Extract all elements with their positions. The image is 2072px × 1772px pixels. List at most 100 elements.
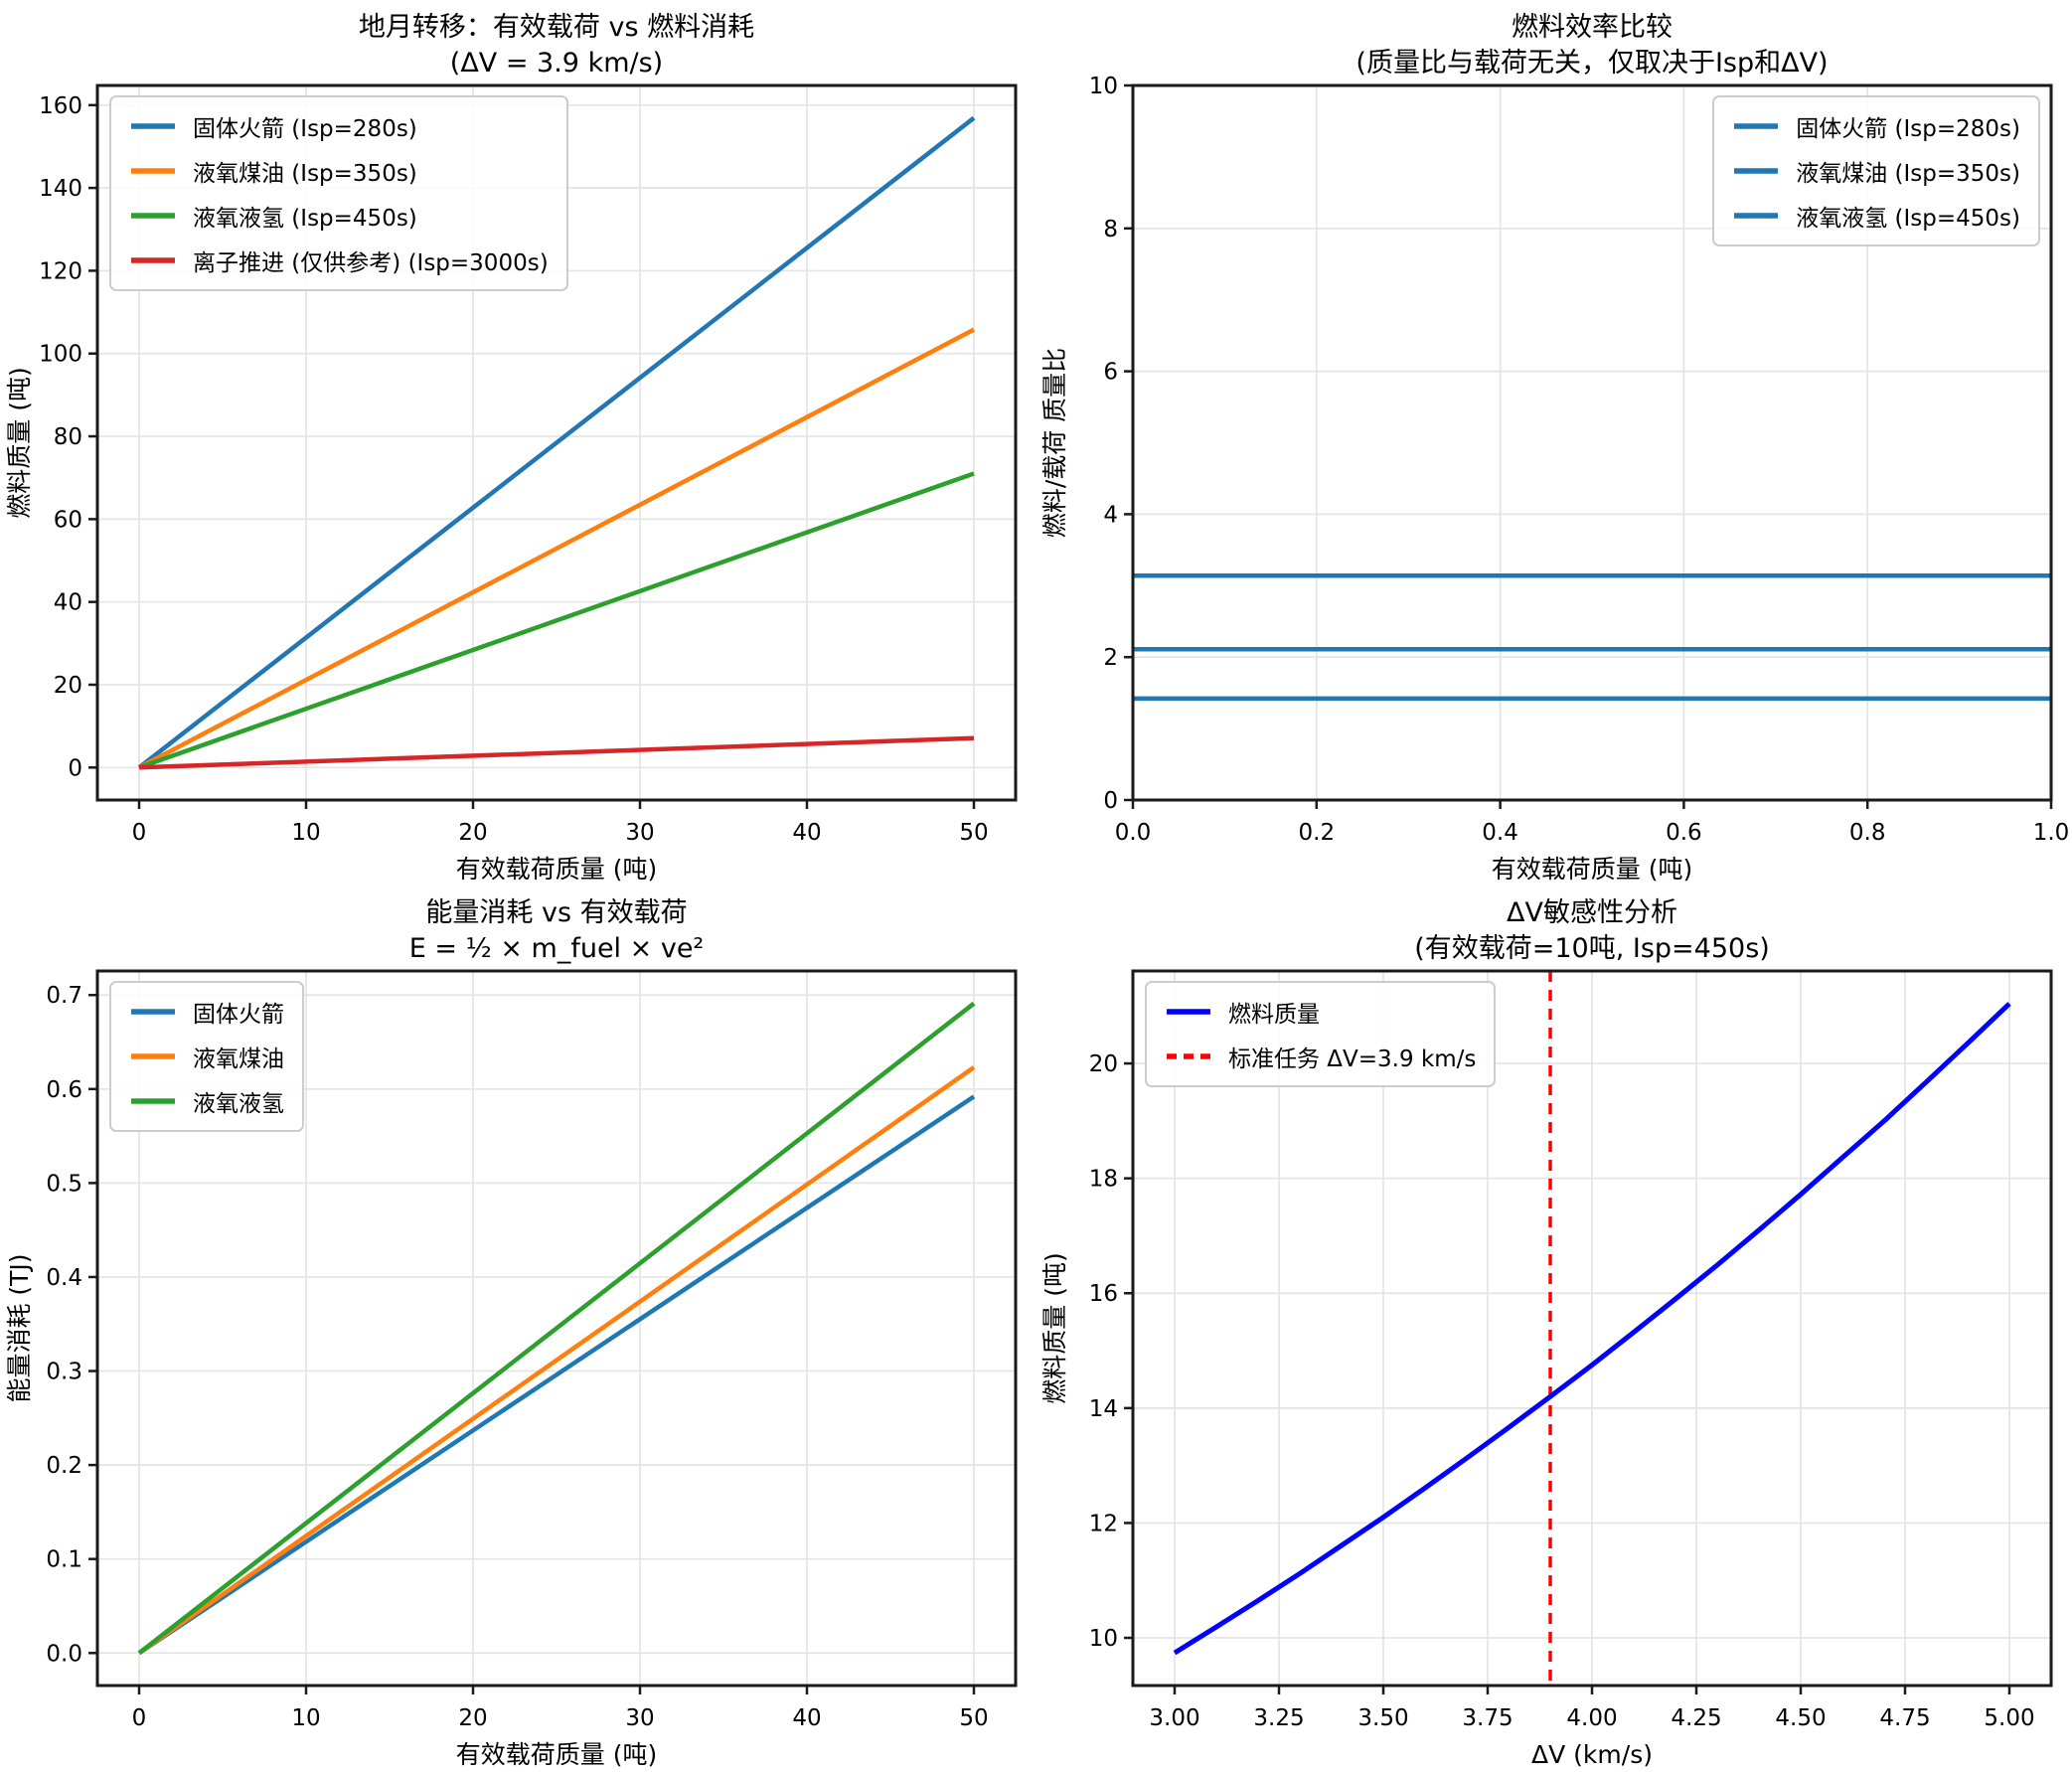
legend-item: 固体火箭 (129, 995, 284, 1029)
chart-title-block: 燃料效率比较 (质量比与载荷无关，仅取决于Isp和ΔV) (1133, 10, 2051, 81)
legend-item: 燃料质量 (1165, 995, 1476, 1029)
axes-frame (1131, 83, 2053, 802)
series-line (137, 1065, 976, 1656)
chart-title: 地月转移：有效载荷 vs 燃料消耗 (358, 12, 755, 43)
y-tick-label: 18 (1089, 1167, 1118, 1193)
legend-item: 固体火箭 (Isp=280s) (1732, 109, 2020, 143)
legend-label: 液氧液氢 (Isp=450s) (193, 206, 417, 232)
series-line (137, 1001, 976, 1656)
series-line (138, 735, 975, 770)
x-tick-label: 3.00 (1149, 1705, 1199, 1731)
legend-item: 固体火箭 (Isp=280s) (129, 109, 549, 143)
y-tick-label: 14 (1089, 1396, 1118, 1422)
y-tick-label: 120 (39, 258, 82, 284)
x-tick-label: 10 (291, 820, 320, 846)
legend-item: 标准任务 ΔV=3.9 km/s (1165, 1040, 1476, 1073)
x-tick-label: 0.6 (1666, 820, 1702, 846)
x-tick-label: 40 (792, 820, 821, 846)
legend-line-swatch (131, 257, 175, 263)
chart-subtitle: (ΔV = 3.9 km/s) (449, 47, 664, 79)
legend-line-swatch (131, 1009, 175, 1015)
legend-label: 液氧液氢 (Isp=450s) (1796, 206, 2020, 232)
legend-item: 离子推进 (仅供参考) (Isp=3000s) (129, 243, 549, 277)
chart-energy-vs-payload: 0 10 20 30 40 50 0.0 0.1 0.2 0.3 0.4 0.5 0.6 0.7 有效载荷质… (0, 886, 1036, 1772)
x-tick-label: 4.00 (1566, 1705, 1617, 1731)
legend-label: 液氧煤油 (Isp=350s) (193, 161, 417, 187)
legend-label: 液氧煤油 (Isp=350s) (1796, 161, 2020, 187)
chart-mass-ratio: 0.0 0.2 0.4 0.6 0.8 1.0 0 2 4 6 8 10 有效载荷质量 (吨) 燃料/载荷… (1036, 0, 2072, 886)
series-line (138, 471, 975, 770)
x-axis-label: 有效载荷质量 (吨) (456, 855, 657, 884)
y-tick-label: 0.2 (46, 1453, 82, 1479)
plot-area-dv-sensitivity: 3.00 3.25 3.50 3.75 4.00 4.25 4.50 4.75 5.00 10 12… (1040, 969, 2053, 1769)
legend: 固体火箭 (Isp=280s) 液氧煤油 (Isp=350s) 液氧液氢 (Isp=… (109, 95, 568, 291)
y-tick-label: 80 (54, 424, 82, 450)
axes-frame (95, 969, 1018, 1688)
legend-label: 离子推进 (仅供参考) (Isp=3000s) (193, 250, 549, 276)
legend-item: 液氧液氢 (129, 1084, 284, 1118)
legend-line-swatch (1734, 168, 1779, 174)
legend-item: 液氧煤油 (129, 1040, 284, 1073)
legend-line-swatch (1167, 1053, 1210, 1059)
y-tick-label: 2 (1103, 645, 1118, 671)
y-axis-label: 燃料质量 (吨) (1040, 1252, 1069, 1403)
y-tick-label: 0.6 (46, 1077, 82, 1103)
y-tick-label: 0 (1103, 788, 1118, 814)
x-tick-label: 0 (132, 820, 147, 846)
y-tick-label: 6 (1103, 360, 1118, 386)
y-tick-label: 40 (54, 590, 82, 616)
legend-item: 液氧煤油 (Isp=350s) (1732, 154, 2020, 188)
legend-line-swatch (1167, 1009, 1210, 1015)
chart-dv-sensitivity: 3.00 3.25 3.50 3.75 4.00 4.25 4.50 4.75 5.00 10 12… (1036, 886, 2072, 1772)
legend: 燃料质量标准任务 ΔV=3.9 km/s (1145, 981, 1497, 1087)
x-tick-label: 3.75 (1462, 1705, 1513, 1731)
chart-title: 能量消耗 vs 有效载荷 (425, 897, 688, 928)
legend-line-swatch (1734, 213, 1779, 219)
legend-item: 液氧液氢 (Isp=450s) (1732, 199, 2020, 233)
chart-subtitle: (有效载荷=10吨, Isp=450s) (1414, 932, 1770, 964)
x-tick-label: 5.00 (1984, 1705, 2034, 1731)
y-tick-label: 20 (1089, 1051, 1118, 1077)
x-tick-label: 0.4 (1482, 820, 1518, 846)
legend-line-swatch (131, 168, 175, 174)
x-tick-label: 30 (625, 1705, 654, 1731)
x-axis-label: 有效载荷质量 (吨) (1492, 855, 1692, 884)
legend-item: 液氧液氢 (Isp=450s) (129, 199, 549, 233)
x-tick-label: 20 (458, 1705, 487, 1731)
y-tick-label: 0.0 (46, 1641, 82, 1667)
axes-frame (95, 83, 1018, 802)
legend-label: 液氧煤油 (193, 1047, 284, 1072)
chart-title-block: ΔV敏感性分析 (有效载荷=10吨, Isp=450s) (1133, 895, 2051, 966)
y-tick-label: 8 (1103, 217, 1118, 242)
y-tick-label: 0.4 (46, 1265, 82, 1291)
plot-area-mass-ratio: 0.0 0.2 0.4 0.6 0.8 1.0 0 2 4 6 8 10 有效载荷质量 (吨) 燃料/载荷… (1040, 74, 2069, 884)
series-line (1173, 1002, 2011, 1656)
legend-line-swatch (131, 123, 175, 129)
x-tick-label: 4.25 (1671, 1705, 1721, 1731)
legend-label: 标准任务 ΔV=3.9 km/s (1228, 1047, 1477, 1072)
x-tick-label: 40 (792, 1705, 821, 1731)
legend-label: 固体火箭 (Isp=280s) (193, 116, 417, 142)
y-tick-label: 20 (54, 673, 82, 699)
legend-label: 固体火箭 (193, 1002, 284, 1028)
series-line (137, 327, 976, 770)
chart-payload-vs-fuel: 0 10 20 30 40 50 0 20 40 60 80 100 120 140 160 有效载荷质量 (… (0, 0, 1036, 886)
y-tick-label: 0 (68, 755, 82, 781)
chart-title-block: 地月转移：有效载荷 vs 燃料消耗 (ΔV = 3.9 km/s) (97, 10, 1016, 81)
y-tick-label: 12 (1089, 1511, 1118, 1536)
x-tick-label: 0.0 (1115, 820, 1152, 846)
chart-subtitle: (质量比与载荷无关，仅取决于Isp和ΔV) (1355, 47, 1829, 79)
legend-line-swatch (131, 1098, 175, 1104)
x-tick-label: 30 (625, 820, 654, 846)
legend-item: 液氧煤油 (Isp=350s) (129, 154, 549, 188)
y-axis-label: 燃料质量 (吨) (5, 367, 34, 518)
x-tick-label: 50 (959, 820, 988, 846)
y-tick-label: 0.1 (46, 1547, 82, 1573)
chart-title: ΔV敏感性分析 (1507, 897, 1677, 928)
y-axis-label: 燃料/载荷 质量比 (1040, 348, 1069, 538)
series-line (137, 1094, 976, 1656)
y-tick-label: 60 (54, 507, 82, 533)
y-tick-label: 0.7 (46, 983, 82, 1009)
y-tick-label: 4 (1103, 502, 1118, 528)
